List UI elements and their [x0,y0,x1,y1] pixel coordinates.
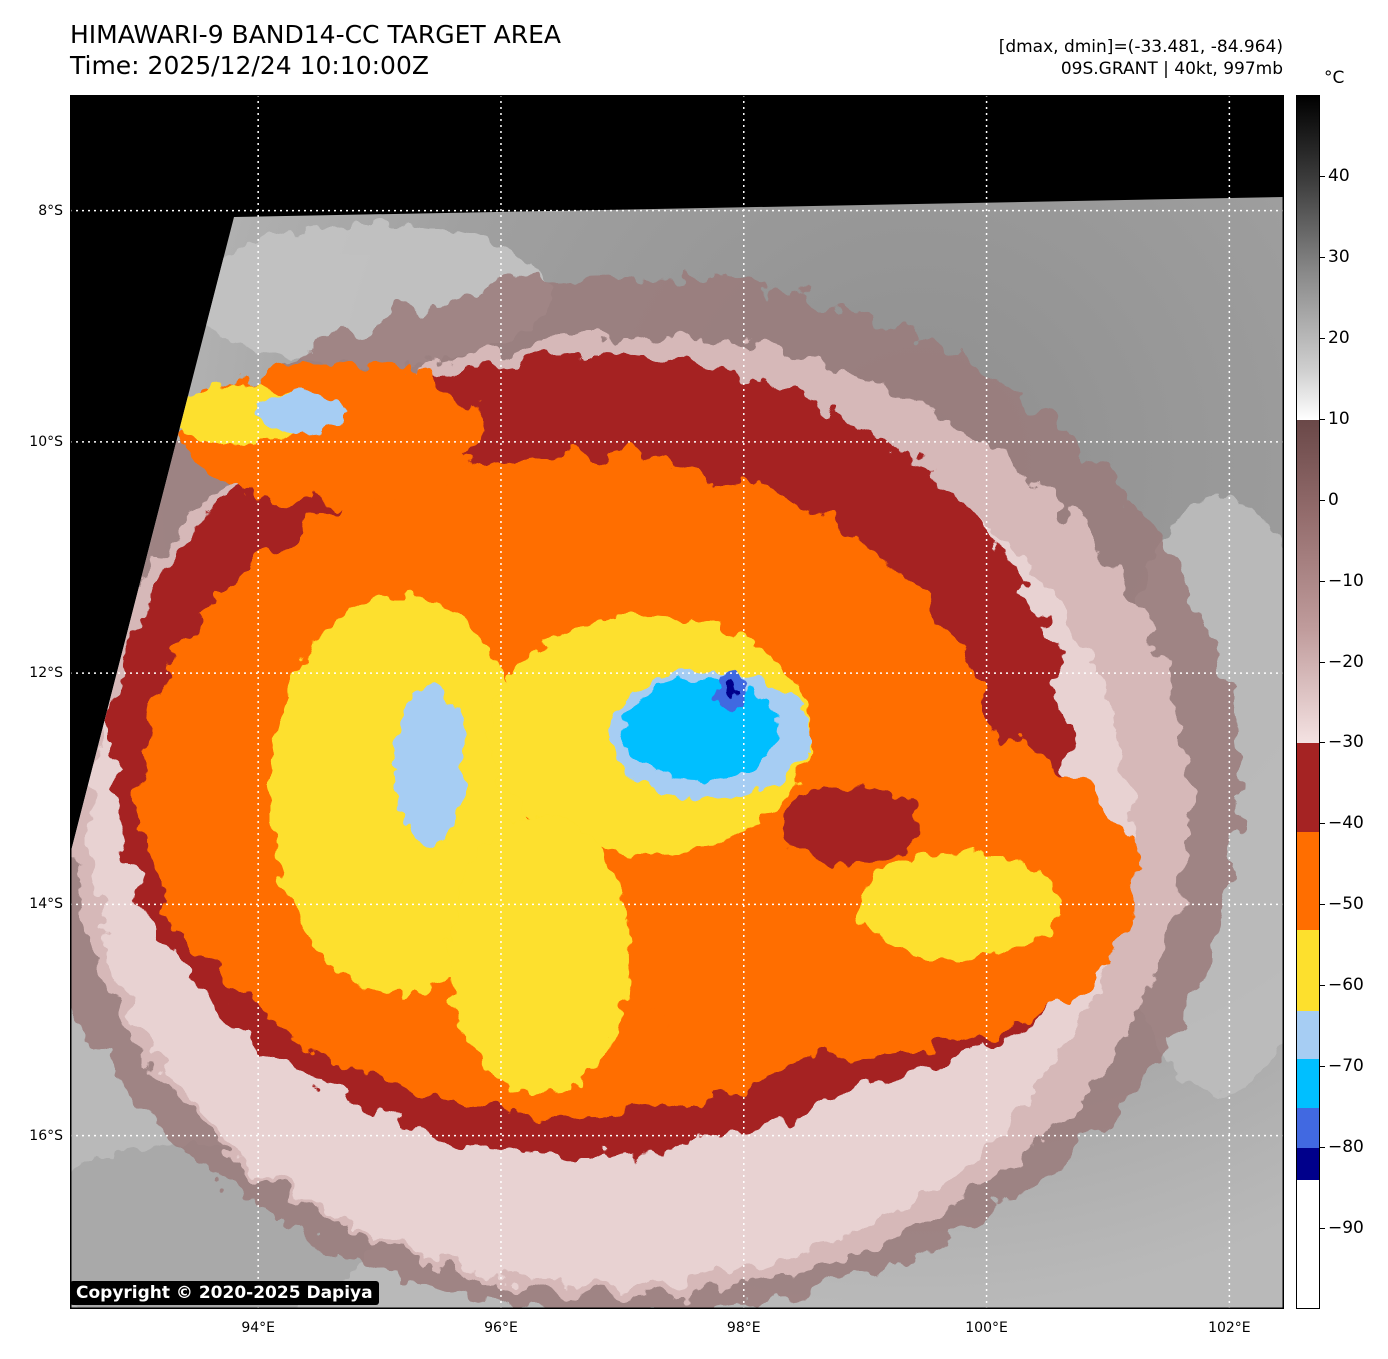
colorbar-tick-label: −40 [1328,813,1364,834]
lat-label: 8°S [38,202,63,219]
map-title: HIMAWARI-9 BAND14-CC TARGET AREA [70,20,562,49]
temperature-range: [dmax, dmin]=(-33.481, -84.964) [998,37,1283,57]
map-time: Time: 2025/12/24 10:10:00Z [70,51,429,80]
colorbar-segment [1297,1010,1319,1060]
colorbar-segment [1297,929,1319,1011]
colorbar-tick [1320,742,1325,744]
colorbar-segment [1297,1059,1319,1108]
colorbar-tick [1320,1066,1325,1068]
lon-label: 96°E [484,1320,518,1336]
colorbar-segment [1297,743,1319,833]
colorbar-tick [1320,256,1325,258]
lon-label: 102°E [1208,1320,1251,1336]
colorbar-tick [1320,499,1325,501]
colorbar-tick [1320,661,1325,663]
satellite-map [70,95,1284,1309]
colorbar-tick [1320,580,1325,582]
colorbar-unit: °C [1324,68,1345,88]
lon-label: 94°E [241,1320,275,1336]
colorbar-tick-label: 0 [1328,489,1339,510]
colorbar-tick-label: 40 [1328,165,1350,186]
colorbar-tick [1320,175,1325,177]
storm-info: 09S.GRANT | 40kt, 997mb [1060,59,1283,79]
colorbar-segment [1297,419,1319,744]
colorbar-tick [1320,1228,1325,1230]
lon-label: 98°E [726,1320,761,1336]
colorbar-tick [1320,985,1325,987]
colorbar-tick-label: 30 [1328,246,1350,267]
colorbar-tick-label: −60 [1328,975,1364,996]
colorbar-tick-label: −70 [1328,1056,1364,1077]
copyright-notice: Copyright © 2020-2025 Dapiya [70,1281,379,1305]
colorbar-tick-label: 20 [1328,327,1350,348]
colorbar-tick-label: 10 [1328,408,1350,429]
colorbar-tick [1320,337,1325,339]
lat-label: 14°S [29,896,63,913]
colorbar-tick-label: −50 [1328,894,1364,915]
colorbar-tick-label: −80 [1328,1137,1364,1158]
lon-label: 100°E [965,1320,1008,1336]
lat-lon-grid [70,95,1284,1309]
colorbar-tick-label: −30 [1328,732,1364,753]
colorbar-tick-label: −10 [1328,570,1364,591]
colorbar-tick [1320,823,1325,825]
colorbar-segment [1297,1107,1319,1149]
colorbar-tick [1320,904,1325,906]
lat-label: 10°S [29,433,63,450]
colorbar-tick [1320,1147,1325,1149]
lat-label: 16°S [29,1127,63,1144]
colorbar [1296,95,1320,1309]
satellite-swath [70,197,1284,1309]
colorbar-segment [1297,1180,1319,1308]
colorbar-segment [1297,832,1319,930]
colorbar-tick-label: −90 [1328,1218,1364,1239]
lat-label: 12°S [29,665,63,682]
colorbar-tick-label: −20 [1328,651,1364,672]
colorbar-segment [1297,96,1319,420]
colorbar-tick [1320,418,1325,420]
colorbar-segment [1297,1148,1319,1181]
